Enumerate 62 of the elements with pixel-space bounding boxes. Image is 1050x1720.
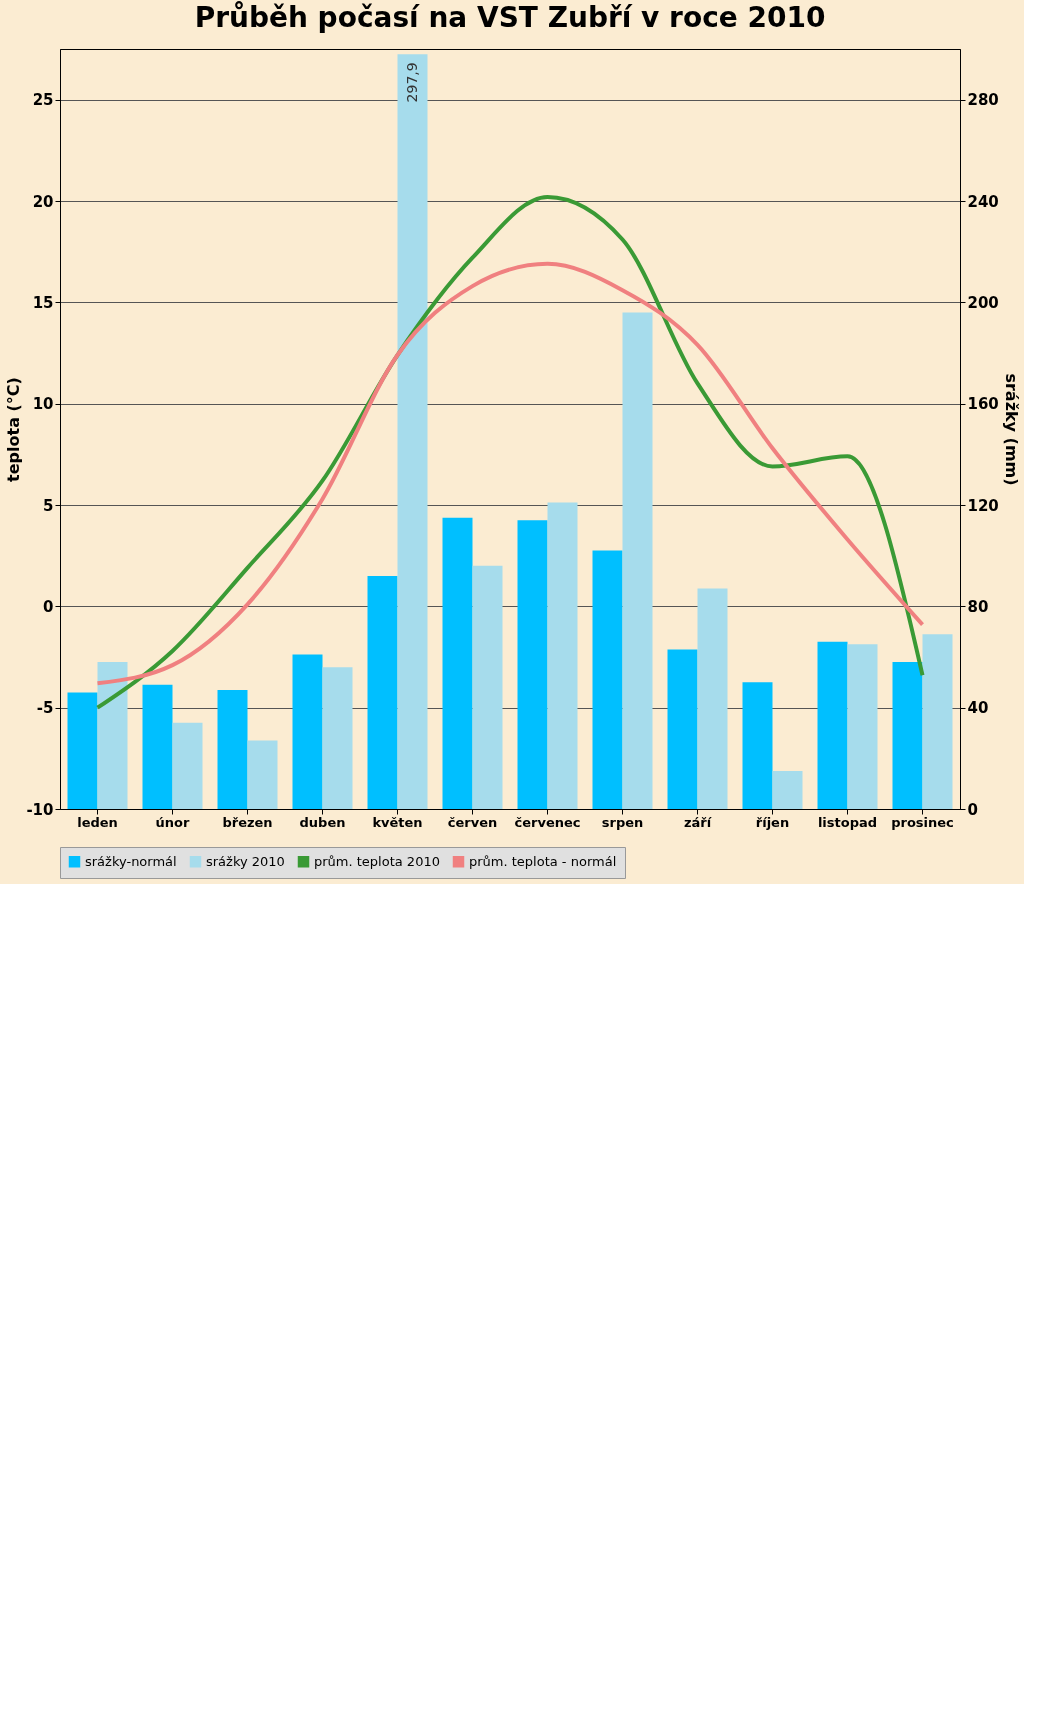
- bar: [322, 667, 353, 809]
- y2-tick-label: 240: [967, 192, 999, 211]
- bar: [517, 520, 548, 809]
- bar: [247, 740, 278, 809]
- y-axis-title: teplota (°C): [4, 377, 24, 482]
- x-tick-label: duben: [299, 814, 346, 830]
- chart-title: Průběh počasí na VST Zubří v roce 2010: [194, 1, 826, 34]
- y-tick-label: -10: [26, 800, 54, 819]
- bar: [547, 502, 578, 809]
- x-tick-label: červenec: [514, 814, 581, 830]
- y2-axis-title: srážky (mm): [1001, 373, 1021, 486]
- y-tick-label: 20: [32, 192, 54, 211]
- y2-tick-label: 280: [967, 91, 999, 110]
- bar: [892, 662, 923, 809]
- y2-tick-label: 160: [967, 395, 999, 414]
- bar: [67, 692, 98, 809]
- bar: [922, 634, 953, 809]
- bar: [697, 588, 728, 809]
- bar: [397, 54, 428, 809]
- x-tick-label: březen: [222, 814, 273, 830]
- x-tick-label: listopad: [817, 814, 878, 830]
- bar: [292, 654, 323, 809]
- data-label: 297,9: [403, 62, 420, 103]
- bar: [217, 689, 248, 809]
- x-tick-label: leden: [77, 814, 118, 830]
- y2-tick-label: 40: [967, 699, 989, 718]
- bar: [442, 517, 473, 809]
- line-series: [95, 194, 925, 710]
- y2-tick-label: 80: [967, 597, 989, 616]
- legend-label: prům. teplota - normál: [469, 853, 617, 869]
- line-series: [95, 261, 925, 686]
- bar: [142, 684, 173, 809]
- bar: [592, 550, 623, 809]
- bar: [667, 649, 698, 809]
- bar: [172, 722, 203, 809]
- x-tick-label: únor: [155, 814, 191, 830]
- bar: [622, 312, 653, 809]
- y-tick-label: 15: [32, 293, 54, 312]
- y-tick-label: 25: [32, 91, 54, 110]
- x-tick-label: srpen: [601, 814, 644, 830]
- bar: [472, 565, 503, 809]
- legend-label: prům. teplota 2010: [314, 853, 440, 869]
- x-tick-label: září: [683, 814, 713, 830]
- y-tick-label: 10: [32, 395, 54, 414]
- bar: [97, 662, 128, 809]
- y-tick-label: -5: [36, 699, 54, 718]
- bar: [772, 771, 803, 809]
- legend-label: srážky-normál: [85, 853, 177, 869]
- legend-label: srážky 2010: [206, 853, 285, 869]
- y2-tick-label: 0: [967, 800, 978, 819]
- x-tick-label: prosinec: [891, 814, 954, 830]
- bar: [367, 575, 398, 809]
- bar: [847, 644, 878, 809]
- bar: [742, 682, 773, 809]
- y-tick-label: 5: [43, 496, 54, 515]
- y-tick-label: 0: [43, 597, 54, 616]
- x-tick-label: květen: [372, 814, 423, 830]
- x-tick-label: červen: [447, 814, 498, 830]
- y2-tick-label: 200: [967, 293, 999, 312]
- y2-tick-label: 120: [967, 496, 999, 515]
- x-tick-label: říjen: [755, 814, 790, 830]
- bar: [817, 641, 848, 809]
